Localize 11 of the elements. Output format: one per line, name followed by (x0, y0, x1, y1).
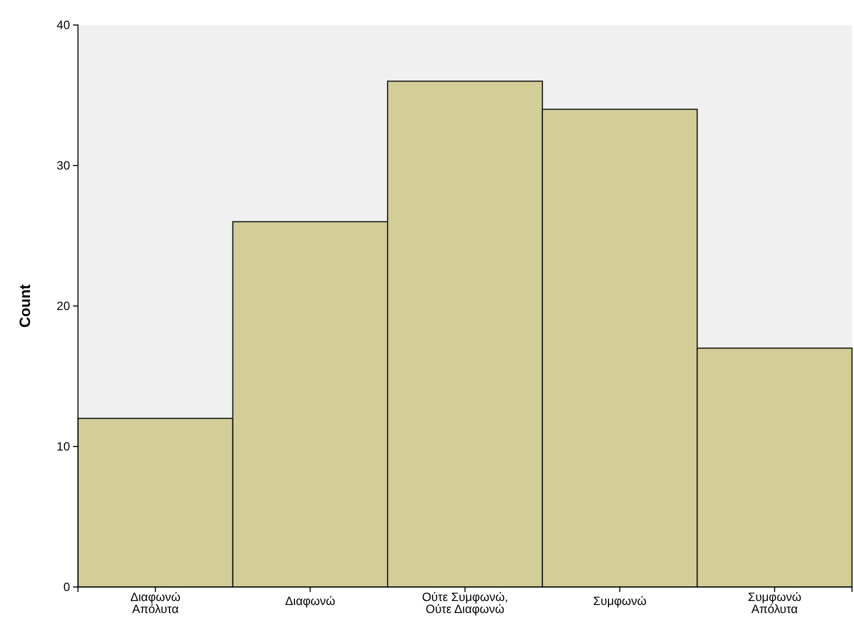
y-tick-label: 40 (56, 18, 70, 32)
y-tick-label: 0 (63, 580, 70, 594)
x-tick-label: Συμφωνώ (593, 594, 647, 608)
y-tick-label: 20 (56, 298, 70, 313)
x-tick-label: Διαφωνώ Απόλυτα (130, 590, 180, 616)
x-tick-label: Συμφωνώ Απόλυτα (748, 590, 802, 616)
y-axis-title: Count (17, 284, 34, 328)
y-tick-label: 30 (56, 158, 70, 172)
x-tick-label: Ούτε Συμφωνώ, Ούτε Διαφωνώ (422, 590, 508, 616)
x-tick-label: Διαφωνώ (285, 594, 336, 608)
y-tick-label: 10 (56, 439, 70, 454)
